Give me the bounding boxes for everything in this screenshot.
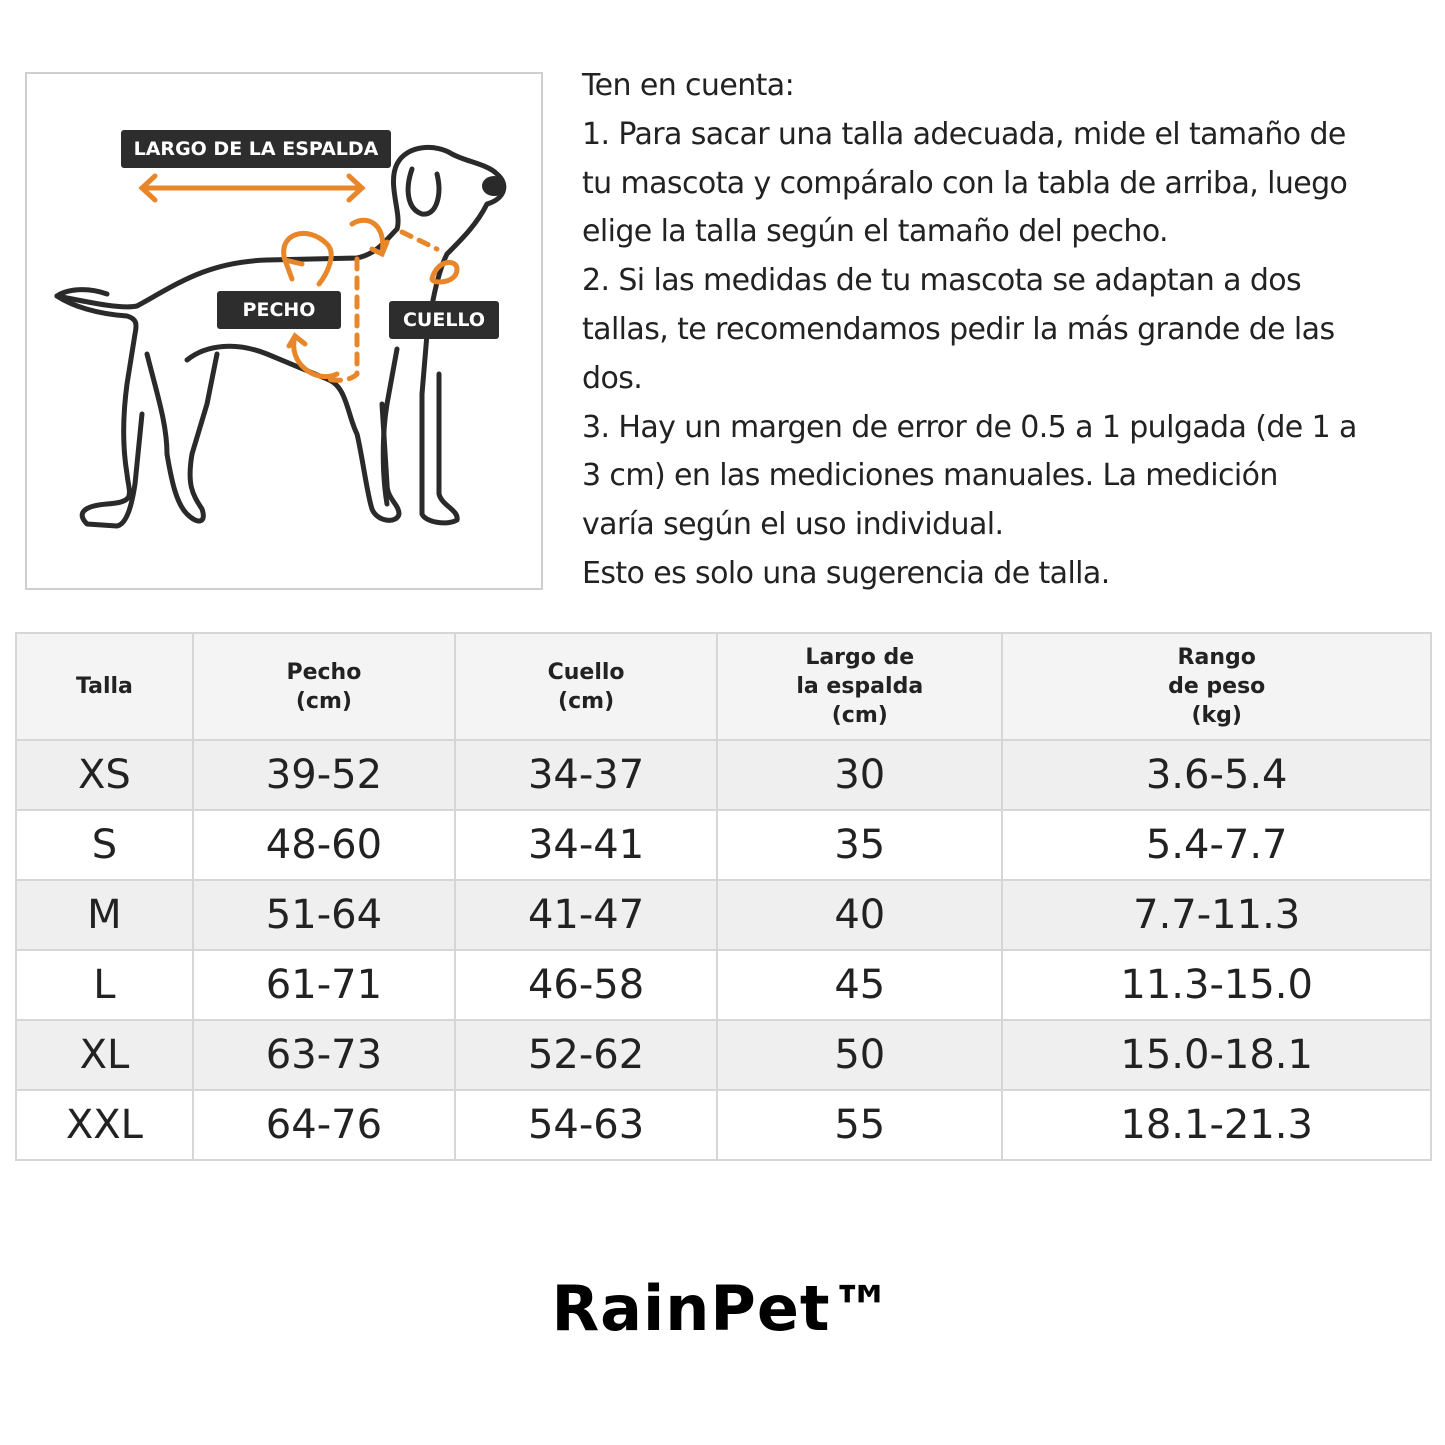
table-cell: 39-52: [191, 739, 457, 811]
table-cell: 55: [716, 1089, 1004, 1161]
table-header-row: Talla Pecho (cm) Cuello (cm) Largo de la espal…: [15, 632, 1432, 741]
table-cell: 41-47: [453, 879, 719, 951]
table-cell: 54-63: [453, 1089, 719, 1161]
column-header-line: (kg): [1191, 703, 1242, 728]
notes-line: dos.: [582, 360, 643, 396]
sizing-notes: Ten en cuenta: 1. Para sacar una talla a…: [582, 62, 1442, 599]
table-cell: 3.6-5.4: [1001, 739, 1432, 811]
chest-label: PECHO: [217, 291, 341, 329]
table-cell: 45: [716, 949, 1004, 1021]
table-row: XL 63-73 52-62 50 15.0-18.1: [15, 1019, 1432, 1091]
table-cell: 11.3-15.0: [1001, 949, 1432, 1021]
table-cell: S: [15, 809, 194, 881]
column-header: Largo de la espalda (cm): [716, 632, 1004, 741]
table-row: XS 39-52 34-37 30 3.6-5.4: [15, 739, 1432, 811]
table-cell: 5.4-7.7: [1001, 809, 1432, 881]
table-cell: 50: [716, 1019, 1004, 1091]
table-cell: XL: [15, 1019, 194, 1091]
table-row: M 51-64 41-47 40 7.7-11.3: [15, 879, 1432, 951]
column-header: Rango de peso (kg): [1001, 632, 1432, 741]
table-cell: 7.7-11.3: [1001, 879, 1432, 951]
notes-line: 3. Hay un margen de error de 0.5 a 1 pul…: [582, 409, 1357, 445]
table-cell: 34-41: [453, 809, 719, 881]
table-cell: 35: [716, 809, 1004, 881]
notes-line: tallas, te recomendamos pedir la más gra…: [582, 311, 1335, 347]
column-header-line: Talla: [75, 674, 133, 699]
notes-line: 2. Si las medidas de tu mascota se adapt…: [582, 263, 1302, 299]
dog-outline-icon: [54, 144, 507, 529]
table-cell: 51-64: [191, 879, 457, 951]
column-header-line: (cm): [558, 688, 615, 714]
table-cell: XXL: [15, 1089, 194, 1161]
table-cell: 52-62: [453, 1019, 719, 1091]
table-cell: 64-76: [191, 1089, 457, 1161]
table-row: S 48-60 34-41 35 5.4-7.7: [15, 809, 1432, 881]
table-cell: M: [15, 879, 194, 951]
brand-logo: RainPet™: [551, 1272, 894, 1345]
table-cell: 46-58: [453, 949, 719, 1021]
column-header-line: de peso: [1168, 674, 1266, 699]
column-header-line: la espalda: [796, 674, 924, 699]
table-cell: 40: [716, 879, 1004, 951]
column-header-line: (cm): [831, 703, 888, 728]
column-header: Pecho (cm): [191, 632, 457, 741]
table-cell: XS: [15, 739, 194, 811]
table-row: L 61-71 46-58 45 11.3-15.0: [15, 949, 1432, 1021]
table-cell: L: [15, 949, 194, 1021]
notes-heading: Ten en cuenta:: [582, 68, 795, 103]
column-header-line: Largo de: [805, 645, 915, 670]
notes-line: Esto es solo una sugerencia de talla.: [582, 555, 1110, 591]
column-header: Talla: [15, 632, 194, 741]
notes-line: tu mascota y compáralo con la tabla de a…: [582, 165, 1348, 201]
table-cell: 48-60: [191, 809, 457, 881]
neck-label: CUELLO: [389, 301, 499, 339]
notes-line: varía según el uso individual.: [582, 507, 1004, 543]
column-header-line: Cuello: [547, 659, 625, 685]
notes-line: elige la talla según el tamaño del pecho…: [582, 214, 1169, 250]
size-table: Talla Pecho (cm) Cuello (cm) Largo de la espal…: [15, 632, 1432, 1161]
column-header-line: Rango: [1177, 645, 1256, 670]
table-cell: 18.1-21.3: [1001, 1089, 1432, 1161]
table-cell: 34-37: [453, 739, 719, 811]
table-cell: 30: [716, 739, 1004, 811]
table-row: XXL 64-76 54-63 55 18.1-21.3: [15, 1089, 1432, 1161]
back-length-label: LARGO DE LA ESPALDA: [121, 130, 391, 168]
dog-measurement-illustration: LARGO DE LA ESPALDA PECHO CUELLO: [25, 72, 543, 590]
notes-line: 3 cm) en las mediciones manuales. La med…: [582, 458, 1278, 494]
table-cell: 63-73: [191, 1019, 457, 1091]
column-header-line: (cm): [295, 688, 352, 714]
column-header: Cuello (cm): [453, 632, 719, 741]
table-cell: 15.0-18.1: [1001, 1019, 1432, 1091]
table-cell: 61-71: [191, 949, 457, 1021]
column-header-line: Pecho: [286, 659, 362, 685]
notes-line: 1. Para sacar una talla adecuada, mide e…: [582, 116, 1346, 152]
